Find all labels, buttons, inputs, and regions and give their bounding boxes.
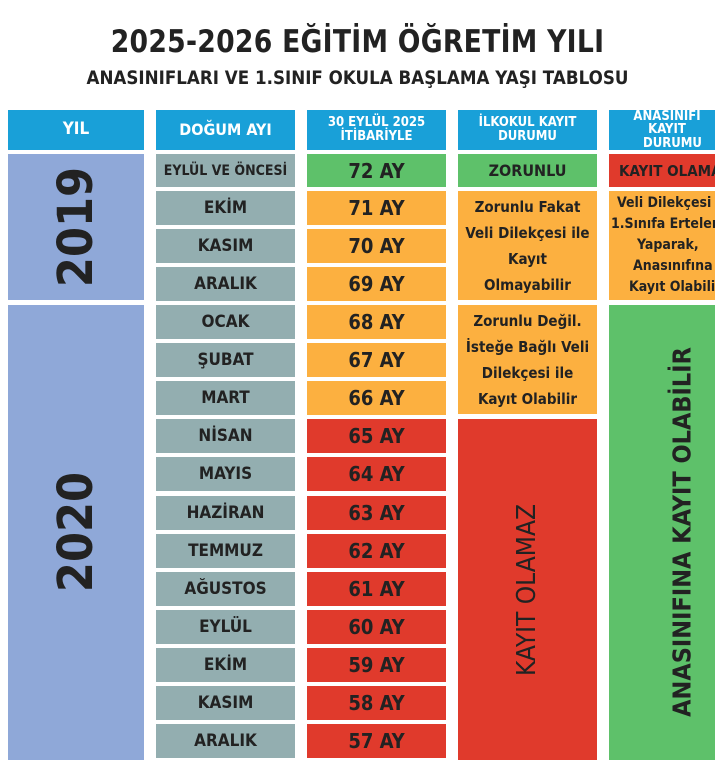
age-cell: 60 AY [307, 609, 446, 644]
month-cell: MART [156, 381, 295, 416]
ilkokul-zorunlu: ZORUNLU [458, 154, 597, 187]
month-cell: ARALIK [156, 267, 295, 301]
ilkokul-zorunlu-fakat: Zorunlu Fakat Veli Dilekçesi ile Kayıt O… [458, 191, 597, 300]
age-cell: 70 AY [307, 229, 446, 263]
ilkokul-zorunlu-degil: Zorunlu Değil. İsteğe Bağlı Veli Dilekçe… [458, 305, 597, 414]
age-cell: 71 AY [307, 191, 446, 225]
month-cell: TEMMUZ [156, 533, 295, 568]
header-ilkokul: İLKOKUL KAYIT DURUMU [458, 110, 597, 150]
age-cell: 66 AY [307, 381, 446, 416]
year-2020-label: 2020 [48, 471, 104, 593]
ilkokul-kayit-olamaz-label: KAYIT OLAMAZ [512, 504, 542, 676]
month-cell: EKİM [156, 647, 295, 682]
year-2020-block [8, 305, 144, 760]
year-2019-block [8, 154, 144, 300]
header-dogum-ayi: DOĞUM AYI [156, 110, 295, 150]
page-subtitle: ANASINIFLARI VE 1.SINIF OKULA BAŞLAMA YA… [86, 67, 629, 89]
age-cell: 67 AY [307, 343, 446, 378]
age-cell: 68 AY [307, 305, 446, 339]
anasinifi-kayit-olabilir-label: ANASINIFINA KAYIT OLABİLİR [667, 347, 697, 717]
page-title: 2025-2026 EĞİTİM ÖĞRETİM YILI [110, 24, 605, 60]
month-cell: HAZİRAN [156, 495, 295, 530]
year-2019-label: 2019 [48, 166, 104, 288]
month-cell: KASIM [156, 686, 295, 720]
age-cell: 58 AY [307, 686, 446, 720]
month-cell: EKİM [156, 191, 295, 225]
age-cell: 63 AY [307, 495, 446, 530]
month-cell: KASIM [156, 229, 295, 263]
month-cell: ARALIK [156, 724, 295, 759]
anasinifi-kayit-olabilir [609, 305, 715, 760]
anasinifi-veli-dilekcesi: Veli Dilekçesi ile 1.Sınıfa Erteleme Yap… [609, 191, 715, 300]
age-cell: 57 AY [307, 724, 446, 759]
header-yil: YIL [8, 110, 144, 150]
month-cell: EYLÜL [156, 609, 295, 644]
anasinifi-kayit-olamaz: KAYIT OLAMAZ [609, 154, 715, 187]
age-cell: 65 AY [307, 419, 446, 454]
month-cell: NİSAN [156, 419, 295, 454]
header-itibariyle: 30 EYLÜL 2025 İTİBARİYLE [307, 110, 446, 150]
age-cell: 72 AY [307, 154, 446, 187]
month-cell: MAYIS [156, 457, 295, 492]
header-anasinifi: ANASINIFI KAYIT DURUMU [609, 110, 715, 150]
age-cell: 62 AY [307, 533, 446, 568]
ilkokul-kayit-olamaz [458, 419, 597, 760]
month-cell: AĞUSTOS [156, 571, 295, 606]
age-cell: 61 AY [307, 571, 446, 606]
age-cell: 59 AY [307, 647, 446, 682]
month-cell: ŞUBAT [156, 343, 295, 378]
age-cell: 64 AY [307, 457, 446, 492]
month-cell: EYLÜL VE ÖNCESİ [156, 154, 295, 187]
month-cell: OCAK [156, 305, 295, 339]
age-cell: 69 AY [307, 267, 446, 301]
